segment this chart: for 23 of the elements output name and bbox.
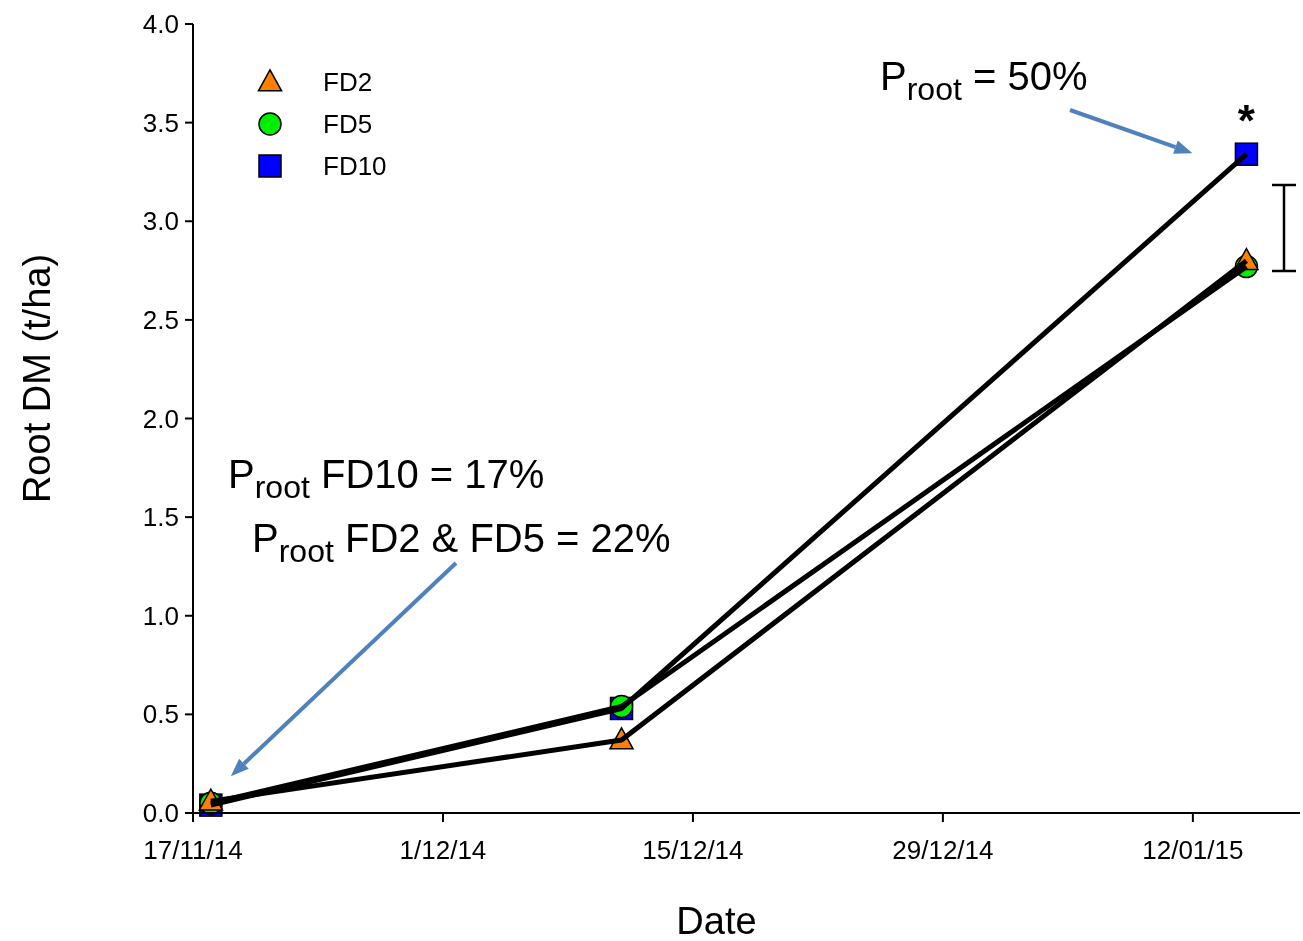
annotation: P$_{root}$ FD10 = 17% (228, 452, 545, 505)
legend-label: FD2 (323, 67, 373, 98)
x-tick-label: 29/12/14 (892, 835, 994, 865)
x-tick-label: 1/12/14 (399, 835, 487, 865)
legend-label: FD10 (323, 151, 387, 182)
y-tick-label: 4.0 (142, 9, 179, 40)
x-tick-label: 15/12/14 (642, 835, 744, 865)
legend-label: FD5 (323, 109, 373, 140)
y-tick-label: 2.0 (142, 403, 179, 434)
x-axis-title: Date (676, 900, 757, 941)
annotation: P$_{root}$ = 50% (880, 54, 1088, 107)
y-tick-label: 0.5 (142, 699, 179, 730)
x-tick-label: 17/11/14 (143, 835, 243, 865)
annotation: * (1237, 96, 1256, 146)
y-tick-label: 0.0 (142, 798, 179, 829)
y-axis-title: Root DM (t/ha) (16, 253, 58, 504)
x-tick-label: 12/01/15 (1142, 835, 1244, 865)
y-tick-label: 1.0 (142, 600, 179, 631)
y-tick-label: 2.5 (142, 304, 179, 335)
y-tick-label: 1.5 (142, 502, 179, 533)
y-tick-label: 3.5 (142, 107, 179, 138)
y-tick-label: 3.0 (142, 206, 179, 237)
annotation: P$_{root}$ FD2 & FD5 = 22% (252, 516, 671, 569)
